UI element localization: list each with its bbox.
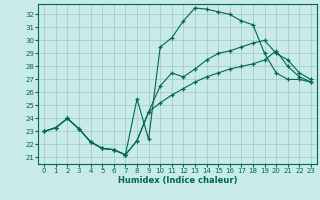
- X-axis label: Humidex (Indice chaleur): Humidex (Indice chaleur): [118, 176, 237, 185]
